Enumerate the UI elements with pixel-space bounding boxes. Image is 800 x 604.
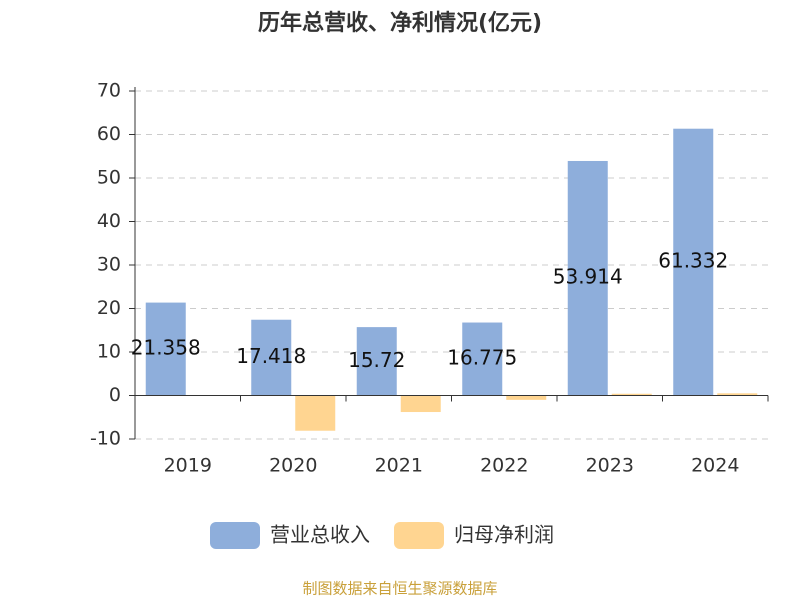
bar	[462, 322, 503, 396]
bar	[611, 393, 652, 396]
chart-title: 历年总营收、净利情况(亿元)	[258, 10, 542, 36]
data-label: 21.358	[131, 336, 201, 360]
bar	[717, 393, 758, 396]
bar	[295, 395, 336, 431]
data-label: 16.775	[447, 346, 517, 370]
x-tick-label: 2019	[164, 455, 212, 477]
y-tick-label: 50	[97, 167, 121, 189]
y-tick-label: -10	[90, 428, 121, 450]
x-tick-label: 2020	[269, 455, 317, 477]
data-label: 53.914	[553, 265, 623, 289]
x-tick-label: 2022	[480, 455, 528, 477]
legend-swatch	[394, 522, 444, 549]
y-tick-label: 60	[97, 123, 121, 145]
y-tick-label: 20	[97, 297, 121, 319]
bar	[145, 302, 186, 396]
bar	[251, 319, 292, 396]
bar	[400, 395, 441, 413]
y-tick-label: 0	[109, 384, 121, 406]
bar	[506, 395, 547, 400]
x-tick-label: 2021	[375, 455, 423, 477]
y-tick-label: 30	[97, 254, 121, 276]
legend-swatch	[210, 522, 260, 549]
data-label: 15.72	[348, 348, 405, 372]
y-tick-label: 10	[97, 341, 121, 363]
legend-label: 归母净利润	[454, 523, 554, 547]
legend-label: 营业总收入	[270, 523, 370, 547]
bar	[673, 128, 714, 396]
y-tick-label: 40	[97, 210, 121, 232]
data-label: 61.332	[658, 249, 728, 273]
bar	[567, 160, 608, 396]
y-tick-label: 70	[97, 80, 121, 102]
x-tick-label: 2024	[691, 455, 739, 477]
data-label: 17.418	[236, 344, 306, 368]
bar	[356, 327, 397, 396]
source-note: 制图数据来自恒生聚源数据库	[302, 580, 497, 598]
x-tick-label: 2023	[586, 455, 634, 477]
